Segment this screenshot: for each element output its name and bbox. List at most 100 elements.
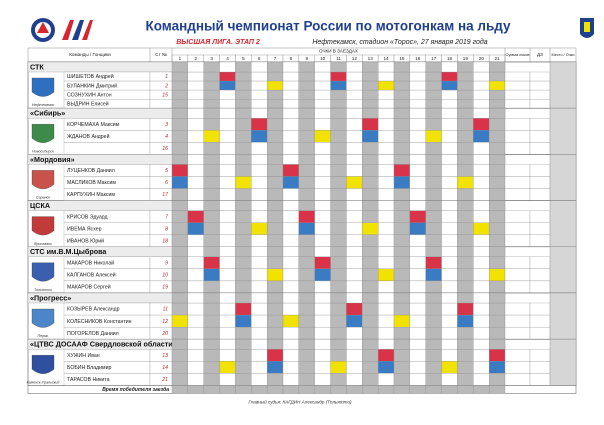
heat-assignment (219, 80, 236, 91)
heat-cell (219, 222, 236, 235)
extra-cell (529, 326, 551, 340)
heat-assignment (330, 71, 347, 82)
heat-cell (473, 80, 490, 91)
extra-cell (529, 349, 551, 362)
team-name: ЦСКА (30, 201, 50, 210)
place-cell (549, 200, 577, 248)
start-number: 2 (164, 83, 168, 89)
heat-cell (330, 314, 347, 328)
heat-cell (251, 71, 268, 82)
heat-cell (377, 256, 395, 270)
heat-assignment (488, 349, 506, 362)
extra-cell (529, 280, 551, 294)
heat-cell (362, 314, 379, 328)
heat-cell (171, 188, 189, 201)
heat-cell (425, 118, 442, 131)
heat-cell (251, 268, 268, 282)
place-cell (549, 339, 577, 386)
heat-cell (409, 256, 426, 270)
heat-cell (203, 142, 220, 155)
team-heat-cell (171, 200, 189, 211)
team-heat-cell (219, 154, 236, 165)
extra-cell (529, 256, 551, 270)
heat-cell (266, 89, 284, 100)
heat-assignment (409, 210, 426, 223)
heat-cell (377, 234, 395, 247)
heat-cell (488, 89, 506, 100)
heat-cell (203, 71, 220, 82)
heat-cell (362, 71, 379, 82)
start-number: 11 (163, 307, 168, 313)
start-number: 5 (165, 168, 168, 174)
heat-cell (393, 118, 411, 131)
team-heat-cell (330, 108, 347, 119)
heat-cell (171, 210, 189, 223)
team-heat-cell (314, 61, 331, 73)
team-heat-cell (457, 339, 474, 350)
heat-assignment (298, 222, 315, 235)
heat-cell (314, 80, 331, 91)
heat-cell (473, 210, 490, 223)
heat-cell (409, 373, 426, 386)
heat-cell (187, 268, 204, 282)
heat-cell (187, 302, 204, 316)
col-teams: Команды / Гонщики (69, 52, 111, 57)
heat-cell (409, 234, 426, 247)
team-heat-cell (266, 61, 284, 73)
team-heat-cell (441, 246, 458, 257)
heat-assignment (346, 176, 363, 189)
heat-assignment (266, 268, 284, 282)
heat-cell (171, 142, 189, 155)
team-heat-cell (488, 61, 506, 73)
heat-cell (282, 210, 300, 223)
heat-assignment (266, 80, 284, 91)
heat-assignment (282, 314, 300, 328)
heat-cell (409, 349, 426, 362)
heat-cell (235, 130, 252, 143)
start-number-cell (149, 280, 173, 294)
heat-cell (171, 234, 189, 247)
heat-cell (298, 280, 315, 294)
heat-number: 8 (290, 56, 293, 61)
team-heat-cell (346, 246, 363, 257)
heat-cell (473, 188, 490, 201)
winner-time-cell (362, 385, 379, 394)
heat-cell (425, 349, 442, 362)
heat-cell (219, 210, 236, 223)
start-number-cell (149, 188, 173, 201)
heat-cell (266, 222, 284, 235)
team-heat-cell (488, 200, 506, 211)
heat-cell (203, 280, 220, 294)
team-heat-cell (282, 61, 300, 73)
heat-cell (346, 118, 363, 131)
col-extra: ДЗ (537, 52, 543, 57)
heat-cell (235, 80, 252, 91)
rider-name: ИВАНОВ Юрий (67, 237, 104, 244)
heat-cell (203, 176, 220, 189)
heat-cell (425, 302, 442, 316)
heat-cell (441, 130, 458, 143)
heat-cell (362, 142, 379, 155)
start-number-cell (149, 130, 173, 143)
team-heat-cell (441, 154, 458, 165)
heat-cell (441, 234, 458, 247)
heat-cell (203, 89, 220, 100)
heat-cell (488, 99, 506, 109)
heat-assignment (393, 176, 411, 189)
heat-cell (362, 80, 379, 91)
winner-time-cell (203, 385, 220, 394)
heat-cell (346, 361, 363, 374)
start-number: 6 (165, 180, 168, 186)
team-heat-cell (171, 246, 189, 257)
team-heat-cell (298, 292, 315, 304)
heat-cell (203, 234, 220, 247)
heat-cell (441, 222, 458, 235)
heat-cell (203, 222, 220, 235)
heat-cell (282, 234, 300, 247)
heat-assignment (377, 361, 395, 374)
heat-cell (441, 302, 458, 316)
team-heat-cell (235, 200, 252, 211)
team-heat-cell (473, 61, 490, 73)
heat-assignment (362, 222, 379, 235)
sum-cell (504, 71, 531, 82)
